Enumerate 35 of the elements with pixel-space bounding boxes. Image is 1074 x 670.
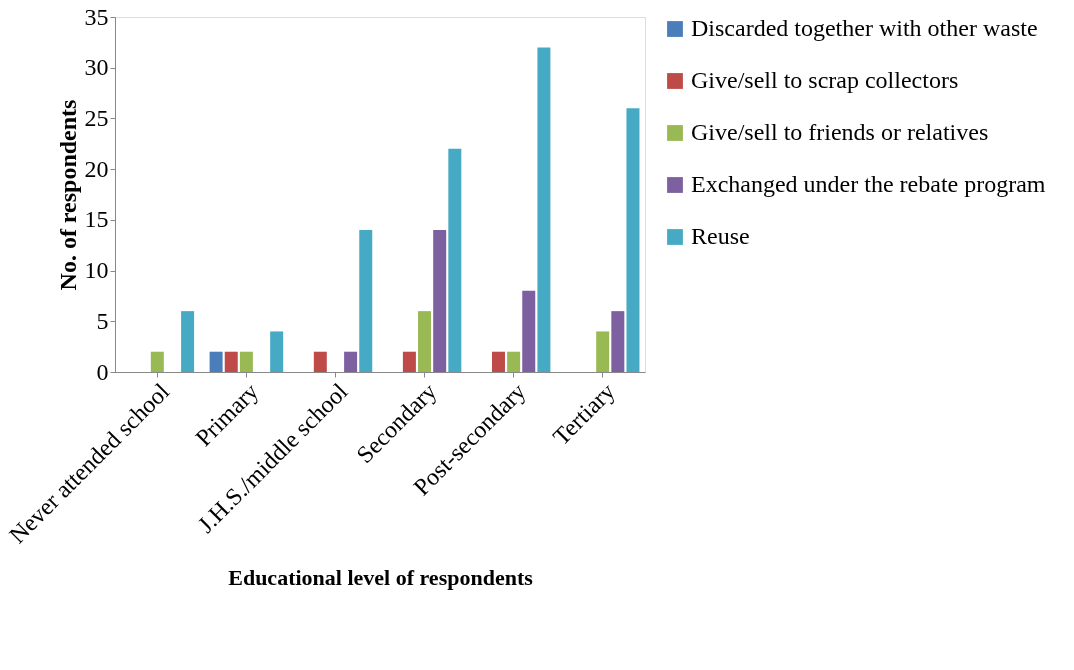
x-axis-title: Educational level of respondents <box>228 565 534 591</box>
y-tick-label: 25 <box>84 104 109 131</box>
y-tick-label: 20 <box>84 155 109 182</box>
bar <box>402 351 416 372</box>
bar <box>313 351 327 372</box>
bar <box>270 331 284 372</box>
y-tick-label: 35 <box>84 3 109 30</box>
legend-label: Discarded together with other waste <box>691 15 1038 41</box>
bar <box>596 331 610 372</box>
y-axis-title: No. of respondents <box>54 99 81 291</box>
bar <box>418 311 432 372</box>
bar <box>239 351 253 372</box>
bar <box>522 290 536 372</box>
legend-label: Give/sell to friends or relatives <box>691 119 989 145</box>
bar <box>491 351 505 372</box>
bar <box>537 47 551 372</box>
y-tick-label: 0 <box>96 358 109 385</box>
bar <box>209 351 223 372</box>
bar <box>344 351 358 372</box>
legend-label: Reuse <box>691 223 750 249</box>
bar <box>150 351 164 372</box>
bar <box>611 311 625 372</box>
y-tick-label: 5 <box>96 307 109 334</box>
y-tick-label: 15 <box>84 206 109 233</box>
bar <box>507 351 521 372</box>
legend-label: Give/sell to scrap collectors <box>691 67 959 93</box>
bar <box>626 108 640 372</box>
bar <box>181 311 195 372</box>
bar <box>224 351 238 372</box>
legend-label: Exchanged under the rebate program <box>691 171 1046 197</box>
bar <box>433 230 447 372</box>
y-tick-label: 30 <box>84 54 109 81</box>
y-tick-label: 10 <box>84 257 109 284</box>
bar <box>359 230 373 372</box>
bar <box>448 148 462 372</box>
